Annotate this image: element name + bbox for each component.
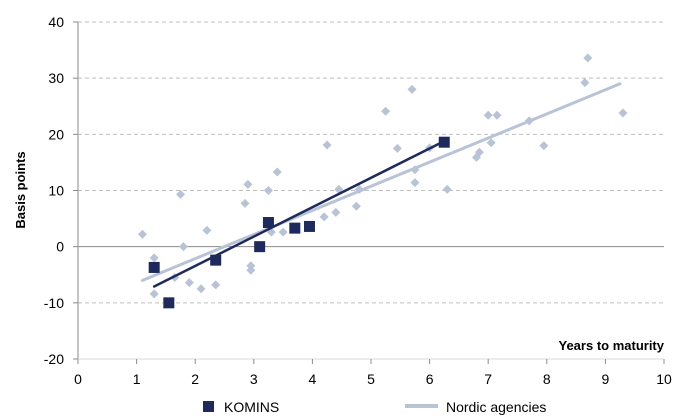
y-tick-label: 20 bbox=[48, 126, 64, 142]
x-tick-label: 1 bbox=[133, 371, 141, 387]
y-tick-label: 30 bbox=[48, 70, 64, 86]
nordic-agencies-point bbox=[410, 178, 420, 188]
gridlines bbox=[78, 21, 664, 304]
nordic-agencies-point bbox=[580, 78, 590, 88]
tick-labels: -20 -10 0 10 20 30 40 0 1 2 3 4 5 6 7 8 9 10 bbox=[44, 14, 672, 387]
nordic-agencies-point bbox=[483, 110, 493, 120]
x-tick-label: 4 bbox=[309, 371, 317, 387]
komins-point bbox=[438, 136, 450, 148]
x-tick-label: 10 bbox=[656, 371, 672, 387]
y-tick-label: -20 bbox=[44, 351, 64, 367]
nordic-agencies-point bbox=[351, 201, 361, 211]
nordic-agencies-point bbox=[211, 280, 221, 290]
komins-point bbox=[303, 220, 315, 232]
nordic-agencies-point bbox=[263, 186, 273, 195]
komins-point bbox=[210, 254, 222, 266]
nordic-agencies-point bbox=[178, 242, 188, 252]
x-tick-label: 7 bbox=[484, 371, 492, 387]
y-tick-label: -10 bbox=[44, 295, 64, 311]
nordic-agencies-point bbox=[492, 110, 502, 120]
nordic-agencies-point bbox=[410, 165, 420, 175]
nordic-agencies-trendline bbox=[140, 82, 622, 282]
nordic-agencies-point bbox=[137, 229, 147, 239]
nordic-agencies-point bbox=[278, 227, 288, 237]
nordic-agencies-point bbox=[240, 198, 250, 208]
legend-komins-label: KOMINS bbox=[224, 399, 279, 415]
axes bbox=[73, 21, 665, 364]
nordic-agencies-point bbox=[486, 138, 496, 148]
komins-trendline bbox=[152, 139, 446, 288]
nordic-agencies-point bbox=[319, 212, 329, 222]
nordic-agencies-point bbox=[442, 184, 452, 194]
x-tick-label: 2 bbox=[191, 371, 199, 387]
komins-point bbox=[148, 261, 160, 273]
y-axis-title: Basis points bbox=[13, 151, 28, 228]
nordic-agencies-point bbox=[583, 53, 593, 63]
nordic-agencies-point bbox=[196, 284, 206, 294]
komins-point bbox=[289, 222, 301, 234]
nordic-agencies-point bbox=[474, 147, 484, 157]
komins-point bbox=[254, 241, 266, 253]
plot-area bbox=[137, 53, 628, 309]
nordic-agencies-point bbox=[149, 289, 159, 299]
komins-point bbox=[163, 297, 175, 309]
x-tick-label: 3 bbox=[250, 371, 258, 387]
x-tick-label: 6 bbox=[426, 371, 434, 387]
nordic-agencies-point bbox=[322, 140, 332, 150]
y-tick-label: 40 bbox=[48, 14, 64, 30]
nordic-agencies-point bbox=[331, 207, 341, 217]
nordic-agencies-point bbox=[202, 225, 212, 235]
y-tick-label: 10 bbox=[48, 183, 64, 199]
legend: KOMINS Nordic agencies bbox=[203, 399, 546, 415]
nordic-agencies-point bbox=[392, 143, 402, 153]
komins-point bbox=[262, 217, 274, 229]
nordic-agencies-point bbox=[176, 189, 186, 199]
nordic-agencies-point bbox=[381, 106, 391, 116]
x-tick-label: 0 bbox=[74, 371, 82, 387]
x-axis-title: Years to maturity bbox=[559, 338, 665, 353]
nordic-agencies-point bbox=[354, 184, 364, 194]
nordic-agencies-point bbox=[272, 167, 282, 177]
x-tick-label: 5 bbox=[367, 371, 375, 387]
nordic-agencies-point bbox=[539, 141, 549, 151]
nordic-agencies-point bbox=[243, 179, 253, 189]
nordic-agencies-point bbox=[184, 278, 194, 288]
nordic-agencies-point bbox=[246, 261, 256, 271]
nordic-agencies-point bbox=[149, 253, 159, 263]
y-tick-label: 0 bbox=[56, 239, 64, 255]
legend-komins-swatch bbox=[203, 401, 214, 412]
nordic-agencies-point bbox=[407, 84, 417, 94]
nordic-agencies-point bbox=[618, 108, 628, 118]
x-tick-label: 8 bbox=[543, 371, 551, 387]
legend-nordic-label: Nordic agencies bbox=[446, 399, 546, 415]
nordic-agencies-point bbox=[524, 116, 534, 126]
x-tick-label: 9 bbox=[602, 371, 610, 387]
